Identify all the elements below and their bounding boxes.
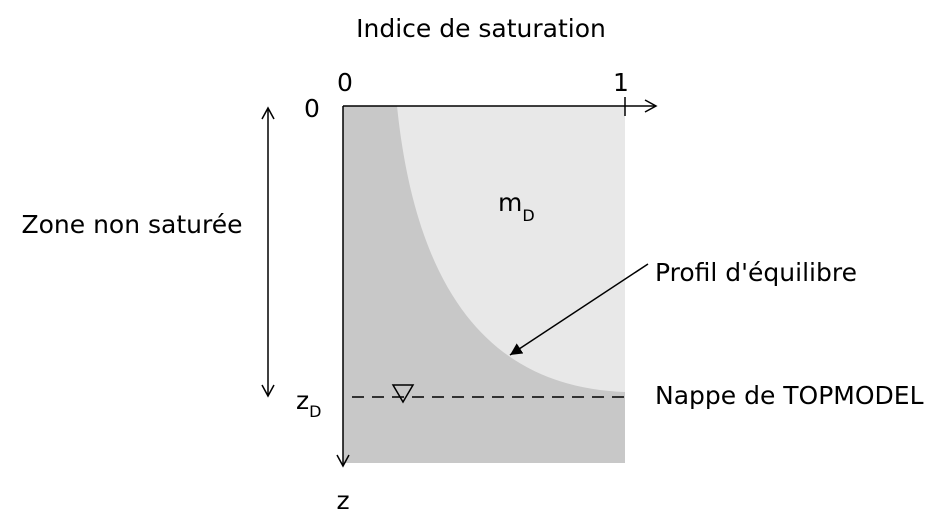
z-top-label: 0 xyxy=(304,94,320,123)
water-symbol xyxy=(391,384,415,404)
title: Indice de saturation xyxy=(356,14,606,43)
water-table-label: Nappe de TOPMODEL xyxy=(655,381,924,410)
water-level-base: z xyxy=(296,386,309,415)
x-tick-label: 1 xyxy=(613,68,629,97)
water-level-sub: D xyxy=(309,402,321,421)
water-level-label: zD xyxy=(296,386,321,421)
zone-label: Zone non saturée xyxy=(21,210,242,239)
curve-label: Profil d'équilibre xyxy=(655,258,857,287)
z-axis-label: z xyxy=(336,486,349,515)
region-sub: D xyxy=(522,206,534,225)
region-label: mD xyxy=(498,188,535,225)
leader-arrow xyxy=(509,263,649,356)
x-tick-label: 0 xyxy=(337,68,353,97)
deficit-region xyxy=(397,106,625,392)
region-base: m xyxy=(498,188,522,217)
